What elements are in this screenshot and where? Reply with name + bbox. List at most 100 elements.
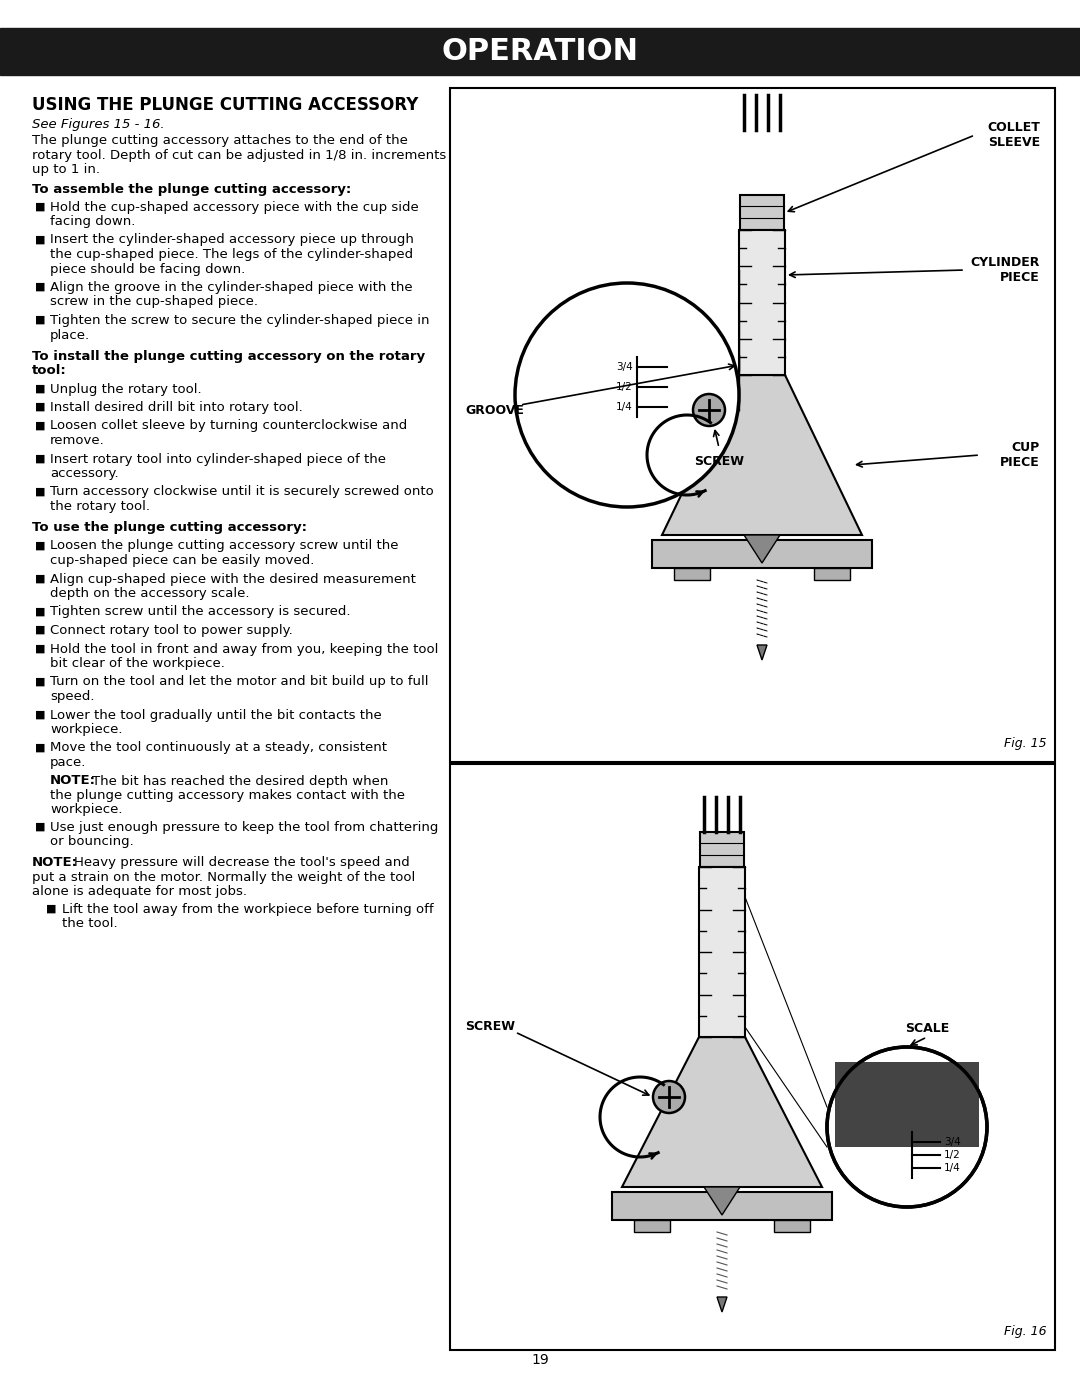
Polygon shape bbox=[744, 535, 780, 563]
Circle shape bbox=[827, 1046, 987, 1207]
Text: ■: ■ bbox=[46, 904, 56, 914]
Text: ■: ■ bbox=[35, 235, 45, 244]
Text: Use just enough pressure to keep the tool from chattering: Use just enough pressure to keep the too… bbox=[50, 821, 438, 834]
Text: Turn accessory clockwise until it is securely screwed onto: Turn accessory clockwise until it is sec… bbox=[50, 486, 434, 499]
Bar bbox=[814, 569, 850, 580]
Text: CYLINDER
PIECE: CYLINDER PIECE bbox=[971, 256, 1040, 284]
Text: Tighten the screw to secure the cylinder-shaped piece in: Tighten the screw to secure the cylinder… bbox=[50, 314, 430, 327]
Text: NOTE:: NOTE: bbox=[32, 856, 78, 869]
Text: the tool.: the tool. bbox=[62, 916, 118, 930]
Text: 19: 19 bbox=[531, 1354, 549, 1368]
Text: The bit has reached the desired depth when: The bit has reached the desired depth wh… bbox=[92, 774, 389, 788]
Text: 1/2: 1/2 bbox=[617, 381, 633, 393]
Text: rotary tool. Depth of cut can be adjusted in 1/8 in. increments: rotary tool. Depth of cut can be adjuste… bbox=[32, 148, 446, 162]
Text: ■: ■ bbox=[35, 574, 45, 584]
Bar bbox=[699, 868, 745, 1037]
Text: remove.: remove. bbox=[50, 434, 105, 447]
Polygon shape bbox=[622, 1037, 822, 1187]
Text: 3/4: 3/4 bbox=[617, 362, 633, 372]
Text: Unplug the rotary tool.: Unplug the rotary tool. bbox=[50, 383, 202, 395]
Polygon shape bbox=[757, 645, 767, 659]
Polygon shape bbox=[717, 1296, 727, 1312]
Bar bbox=[652, 541, 872, 569]
Text: ■: ■ bbox=[35, 541, 45, 550]
Text: ■: ■ bbox=[35, 384, 45, 394]
Text: alone is adequate for most jobs.: alone is adequate for most jobs. bbox=[32, 886, 247, 898]
Text: Hold the cup-shaped accessory piece with the cup side: Hold the cup-shaped accessory piece with… bbox=[50, 201, 419, 214]
Text: piece should be facing down.: piece should be facing down. bbox=[50, 263, 245, 275]
Text: To install the plunge cutting accessory on the rotary: To install the plunge cutting accessory … bbox=[32, 351, 426, 363]
Text: pace.: pace. bbox=[50, 756, 86, 768]
Bar bbox=[634, 1220, 670, 1232]
Text: The plunge cutting accessory attaches to the end of the: The plunge cutting accessory attaches to… bbox=[32, 134, 408, 147]
Text: facing down.: facing down. bbox=[50, 215, 135, 228]
Bar bbox=[835, 1062, 978, 1147]
Bar bbox=[0, 28, 1080, 75]
Text: USING THE PLUNGE CUTTING ACCESSORY: USING THE PLUNGE CUTTING ACCESSORY bbox=[32, 96, 418, 115]
Text: the plunge cutting accessory makes contact with the: the plunge cutting accessory makes conta… bbox=[50, 789, 405, 802]
Text: To assemble the plunge cutting accessory:: To assemble the plunge cutting accessory… bbox=[32, 183, 351, 196]
Text: up to 1 in.: up to 1 in. bbox=[32, 163, 100, 176]
Text: NOTE:: NOTE: bbox=[50, 774, 96, 788]
Text: accessory.: accessory. bbox=[50, 467, 119, 481]
Text: Heavy pressure will decrease the tool's speed and: Heavy pressure will decrease the tool's … bbox=[75, 856, 409, 869]
Text: ■: ■ bbox=[35, 644, 45, 654]
Circle shape bbox=[653, 1081, 685, 1113]
Text: Install desired drill bit into rotary tool.: Install desired drill bit into rotary to… bbox=[50, 401, 302, 414]
Text: To use the plunge cutting accessory:: To use the plunge cutting accessory: bbox=[32, 521, 307, 535]
Text: COLLET
SLEEVE: COLLET SLEEVE bbox=[987, 122, 1040, 149]
Text: CUP
PIECE: CUP PIECE bbox=[1000, 441, 1040, 469]
Text: Align cup-shaped piece with the desired measurement: Align cup-shaped piece with the desired … bbox=[50, 573, 416, 585]
Text: ■: ■ bbox=[35, 486, 45, 496]
Text: ■: ■ bbox=[35, 710, 45, 719]
Text: workpiece.: workpiece. bbox=[50, 803, 122, 816]
Bar bbox=[700, 833, 744, 868]
Text: Loosen the plunge cutting accessory screw until the: Loosen the plunge cutting accessory scre… bbox=[50, 539, 399, 552]
Text: ■: ■ bbox=[35, 606, 45, 616]
Text: ■: ■ bbox=[35, 742, 45, 753]
Text: ■: ■ bbox=[35, 402, 45, 412]
Text: bit clear of the workpiece.: bit clear of the workpiece. bbox=[50, 657, 225, 671]
Text: ■: ■ bbox=[35, 201, 45, 211]
Text: Connect rotary tool to power supply.: Connect rotary tool to power supply. bbox=[50, 624, 293, 637]
Bar bbox=[612, 1192, 832, 1220]
Bar bbox=[774, 1220, 810, 1232]
Text: workpiece.: workpiece. bbox=[50, 724, 122, 736]
Text: Fig. 16: Fig. 16 bbox=[1004, 1324, 1047, 1338]
Text: See Figures 15 - 16.: See Figures 15 - 16. bbox=[32, 117, 164, 131]
Bar bbox=[450, 764, 1055, 1350]
Text: depth on the accessory scale.: depth on the accessory scale. bbox=[50, 587, 249, 599]
Bar bbox=[450, 88, 1055, 761]
Text: 1/2: 1/2 bbox=[944, 1150, 961, 1160]
Text: Hold the tool in front and away from you, keeping the tool: Hold the tool in front and away from you… bbox=[50, 643, 438, 655]
Text: place.: place. bbox=[50, 328, 90, 341]
Text: Tighten screw until the accessory is secured.: Tighten screw until the accessory is sec… bbox=[50, 605, 351, 619]
Text: 1/4: 1/4 bbox=[617, 402, 633, 412]
Text: tool:: tool: bbox=[32, 365, 67, 377]
Text: SCALE: SCALE bbox=[905, 1023, 949, 1035]
Circle shape bbox=[515, 284, 739, 507]
Text: ■: ■ bbox=[35, 624, 45, 636]
Bar bbox=[674, 569, 710, 580]
Text: SCREW: SCREW bbox=[465, 1020, 515, 1034]
Text: ■: ■ bbox=[35, 821, 45, 833]
Text: Fig. 15: Fig. 15 bbox=[1004, 738, 1047, 750]
Text: or bouncing.: or bouncing. bbox=[50, 835, 134, 848]
Polygon shape bbox=[704, 1187, 740, 1215]
Text: 3/4: 3/4 bbox=[944, 1137, 961, 1147]
Text: the cup-shaped piece. The legs of the cylinder-shaped: the cup-shaped piece. The legs of the cy… bbox=[50, 249, 414, 261]
Text: SCREW: SCREW bbox=[694, 455, 744, 468]
Text: cup-shaped piece can be easily moved.: cup-shaped piece can be easily moved. bbox=[50, 555, 314, 567]
Text: Loosen collet sleeve by turning counterclockwise and: Loosen collet sleeve by turning counterc… bbox=[50, 419, 407, 433]
Bar bbox=[740, 196, 784, 231]
Text: Align the groove in the cylinder-shaped piece with the: Align the groove in the cylinder-shaped … bbox=[50, 281, 413, 293]
Text: ■: ■ bbox=[35, 314, 45, 326]
Text: ■: ■ bbox=[35, 454, 45, 464]
Text: Lower the tool gradually until the bit contacts the: Lower the tool gradually until the bit c… bbox=[50, 708, 381, 721]
Text: Move the tool continuously at a steady, consistent: Move the tool continuously at a steady, … bbox=[50, 742, 387, 754]
Text: Insert the cylinder-shaped accessory piece up through: Insert the cylinder-shaped accessory pie… bbox=[50, 233, 414, 246]
Text: screw in the cup-shaped piece.: screw in the cup-shaped piece. bbox=[50, 296, 258, 309]
Text: Lift the tool away from the workpiece before turning off: Lift the tool away from the workpiece be… bbox=[62, 902, 434, 915]
Text: put a strain on the motor. Normally the weight of the tool: put a strain on the motor. Normally the … bbox=[32, 870, 415, 883]
Text: ■: ■ bbox=[35, 420, 45, 430]
